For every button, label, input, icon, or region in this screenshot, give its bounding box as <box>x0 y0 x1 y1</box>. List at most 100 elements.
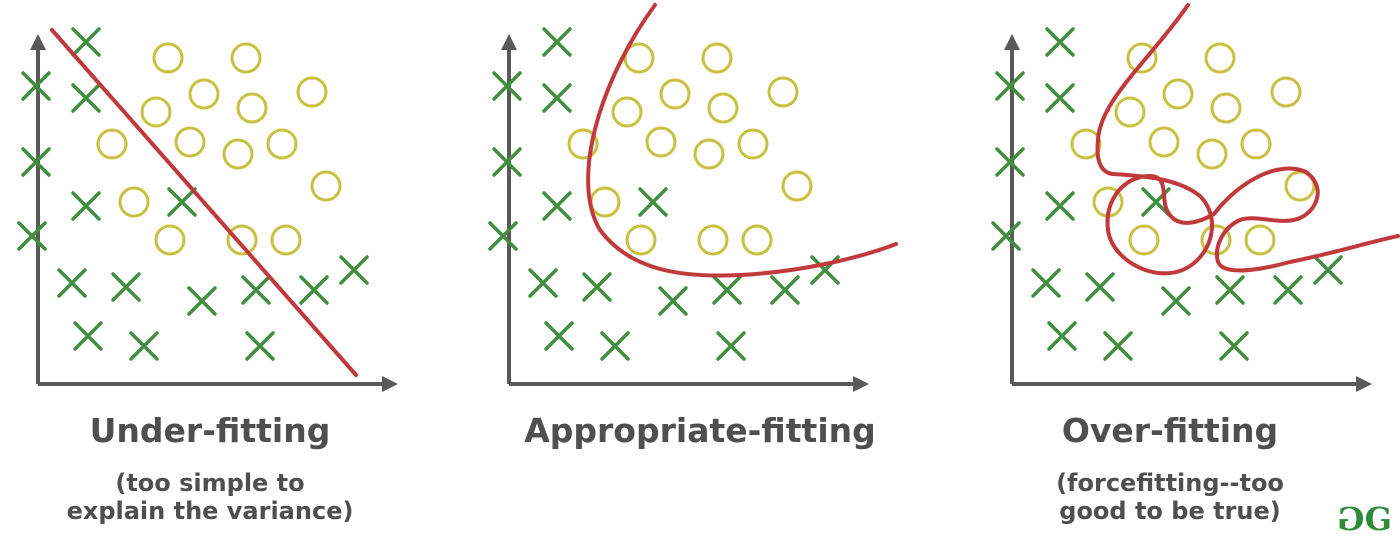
cross-marker <box>1273 275 1303 305</box>
cross-marker <box>73 321 103 351</box>
cross-marker <box>488 221 518 251</box>
cross-marker <box>716 331 746 361</box>
circle-marker <box>737 128 769 160</box>
circle-marker <box>1204 42 1236 74</box>
fit-curve-line <box>586 3 898 278</box>
circle-marker <box>767 76 799 108</box>
circle-marker <box>188 78 220 110</box>
cross-marker <box>582 272 612 302</box>
circle-marker <box>236 92 268 124</box>
circle-marker <box>611 96 643 128</box>
cross-marker <box>542 27 572 57</box>
circle-marker <box>226 224 258 256</box>
circle-marker <box>781 170 813 202</box>
subtitle-line: (too simple to <box>115 469 305 497</box>
circle-marker <box>270 224 302 256</box>
circle-marker <box>659 78 691 110</box>
circle-marker <box>118 186 150 218</box>
circle-marker <box>140 96 172 128</box>
cross-marker <box>1031 268 1061 298</box>
circle-marker <box>1070 128 1102 160</box>
subtitle-line: good to be true) <box>1059 497 1281 525</box>
cross-marker <box>129 331 159 361</box>
cross-marker <box>1045 27 1075 57</box>
circle-marker <box>154 224 186 256</box>
circle-marker <box>1244 224 1276 256</box>
circle-marker <box>1240 128 1272 160</box>
cross-marker <box>1045 83 1075 113</box>
cross-marker <box>991 221 1021 251</box>
subtitle-line: (forcefitting--too <box>1056 469 1284 497</box>
circle-marker <box>589 186 621 218</box>
cross-marker <box>1219 331 1249 361</box>
cross-marker <box>492 71 522 101</box>
cross-marker <box>638 187 668 217</box>
geeksforgeeks-logo-icon: GG <box>1343 500 1392 538</box>
fit-curve-line <box>1095 3 1400 276</box>
cross-marker <box>1047 321 1077 351</box>
cross-marker <box>71 83 101 113</box>
title-appropriate-fitting: Appropriate-fitting <box>524 411 876 450</box>
cross-marker <box>299 275 329 305</box>
circle-marker <box>266 128 298 160</box>
circle-marker <box>222 138 254 170</box>
panel-over-fitting <box>991 3 1400 392</box>
cross-marker <box>712 275 742 305</box>
cross-marker <box>1313 255 1343 285</box>
circle-marker <box>1270 76 1302 108</box>
circle-marker <box>741 224 773 256</box>
title-over-fitting: Over-fitting <box>1061 411 1279 450</box>
circle-marker <box>645 126 677 158</box>
cross-marker <box>528 268 558 298</box>
circle-marker <box>701 42 733 74</box>
circle-marker <box>1284 170 1316 202</box>
cross-marker <box>658 286 688 316</box>
panel-appropriate-fitting <box>488 3 898 392</box>
fit-curve-line <box>50 28 358 377</box>
cross-marker <box>542 191 572 221</box>
cross-marker <box>1045 191 1075 221</box>
subtitle-line: explain the variance) <box>66 497 354 525</box>
circle-marker <box>1114 96 1146 128</box>
subtitle-under-fitting: (too simple to explain the variance) <box>30 469 390 525</box>
cross-marker <box>57 268 87 298</box>
title-under-fitting: Under-fitting <box>89 411 331 450</box>
circle-marker <box>707 92 739 124</box>
circle-marker <box>1128 224 1160 256</box>
circle-marker <box>625 224 657 256</box>
panel-under-fitting <box>17 27 398 392</box>
cross-marker <box>71 191 101 221</box>
circle-marker <box>296 76 328 108</box>
cross-marker <box>542 83 572 113</box>
cross-marker <box>600 331 630 361</box>
cross-marker <box>21 71 51 101</box>
circle-marker <box>230 42 262 74</box>
cross-marker <box>187 286 217 316</box>
cross-marker <box>339 255 369 285</box>
cross-marker <box>544 321 574 351</box>
cross-marker <box>995 147 1025 177</box>
cross-marker <box>1161 286 1191 316</box>
cross-marker <box>167 187 197 217</box>
cross-marker <box>1215 275 1245 305</box>
circle-marker <box>1196 138 1228 170</box>
cross-marker <box>17 221 47 251</box>
cross-marker <box>1085 272 1115 302</box>
cross-marker <box>1103 331 1133 361</box>
cross-marker <box>770 275 800 305</box>
cross-marker <box>492 147 522 177</box>
circle-marker <box>174 126 206 158</box>
circle-marker <box>1148 126 1180 158</box>
circle-marker <box>693 138 725 170</box>
cross-marker <box>241 275 271 305</box>
circle-marker <box>96 128 128 160</box>
cross-marker <box>111 272 141 302</box>
circle-marker <box>623 42 655 74</box>
cross-marker <box>21 147 51 177</box>
cross-marker <box>995 71 1025 101</box>
circle-marker <box>1126 42 1158 74</box>
cross-marker <box>71 27 101 57</box>
subtitle-over-fitting: (forcefitting--too good to be true) <box>1020 469 1320 525</box>
cross-marker <box>245 331 275 361</box>
